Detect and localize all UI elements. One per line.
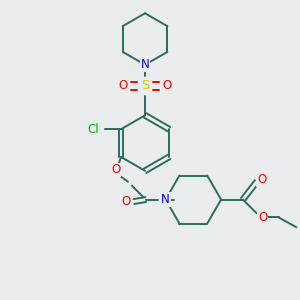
Text: O: O [162, 79, 172, 92]
Text: O: O [118, 79, 128, 92]
Text: O: O [257, 173, 266, 186]
Text: Cl: Cl [88, 123, 99, 136]
Text: S: S [141, 79, 149, 92]
Text: N: N [141, 58, 149, 71]
Text: O: O [258, 211, 267, 224]
Text: O: O [122, 195, 130, 208]
Text: N: N [161, 193, 170, 206]
Text: O: O [111, 163, 121, 176]
